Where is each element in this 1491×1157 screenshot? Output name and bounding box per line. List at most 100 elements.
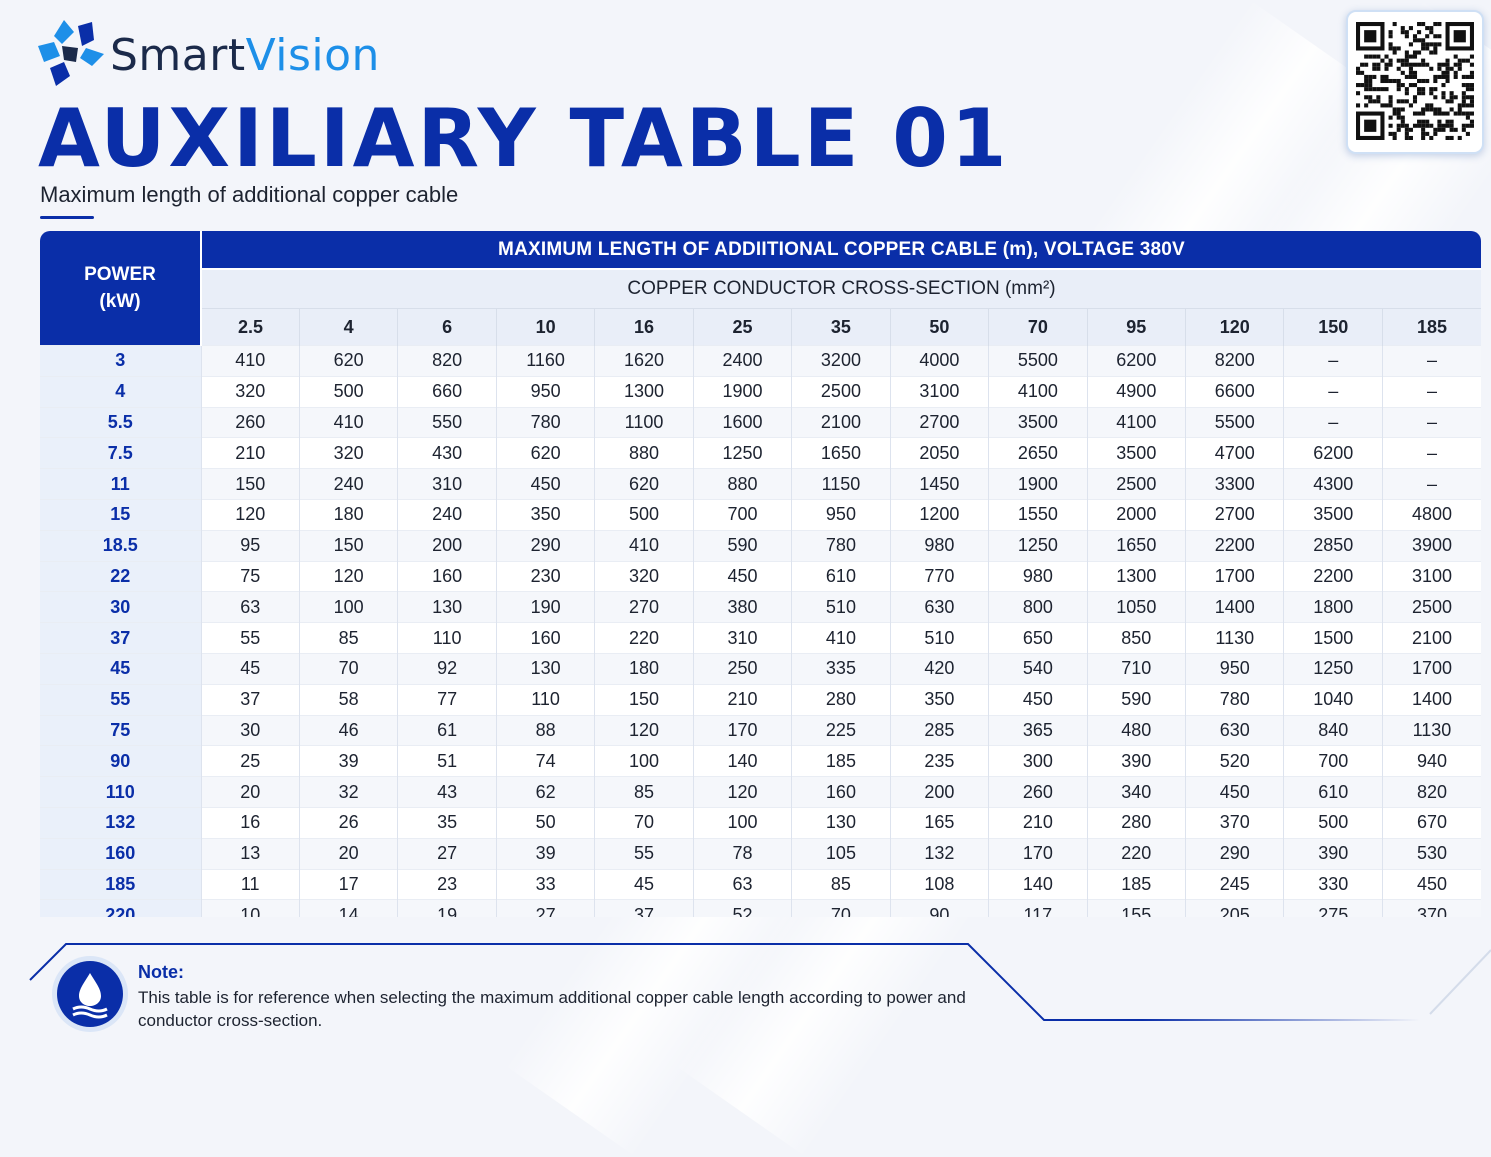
length-cell: 420 [889, 652, 989, 685]
cross-section-column-header: 70 [988, 308, 1088, 346]
table-row: 55 37 58 77 110 150 210 280 350 450 590 780 1040 1400 [40, 683, 1481, 716]
length-cell: 39 [298, 745, 398, 777]
length-cell: 350 [889, 683, 989, 716]
length-cell: 85 [791, 868, 891, 900]
length-cell: 170 [988, 837, 1088, 870]
length-cell: 160 [397, 560, 497, 592]
power-column-header: POWER (kW) [40, 231, 202, 346]
length-cell: 1040 [1283, 683, 1383, 716]
length-cell: 700 [692, 498, 792, 531]
length-cell: 380 [692, 591, 792, 623]
power-header-unit: (kW) [99, 291, 141, 312]
length-cell: 500 [298, 375, 398, 408]
power-cell: 3 [40, 345, 201, 377]
length-cell: 780 [791, 529, 891, 562]
length-cell: 450 [988, 683, 1088, 716]
power-cell: 7.5 [40, 437, 201, 469]
length-cell: 120 [200, 498, 300, 531]
length-cell: 100 [298, 591, 398, 623]
qr-code-card[interactable] [1346, 10, 1484, 154]
table-row: 90 25 39 51 74 100 140 185 235 300 390 520 700 940 [40, 745, 1481, 777]
table-row: 15 120 180 240 350 500 700 950 1200 1550 2000 2700 3… [40, 498, 1481, 531]
brand-name-vision: Vision [245, 29, 380, 81]
length-cell: 2100 [791, 406, 891, 438]
length-cell: 25 [200, 745, 300, 777]
length-cell: 275 [1283, 899, 1383, 917]
length-cell: 270 [594, 591, 694, 623]
length-cell: 620 [495, 437, 595, 469]
length-cell: 310 [692, 622, 792, 654]
length-cell: 63 [692, 868, 792, 900]
length-cell: 2050 [889, 437, 989, 469]
length-cell: 70 [594, 806, 694, 839]
length-cell: 550 [397, 406, 497, 438]
length-cell: 1200 [889, 498, 989, 531]
length-cell: 670 [1381, 806, 1481, 839]
cross-section-column-header: 10 [495, 308, 595, 346]
length-cell: 210 [988, 806, 1088, 839]
length-cell: – [1381, 375, 1481, 408]
table-body: 3 410 620 820 1160 1620 2400 3200 4000 5500 6200 82… [40, 345, 1481, 917]
power-cell: 220 [40, 899, 201, 917]
length-cell: 3200 [791, 345, 891, 377]
length-cell: 365 [988, 714, 1088, 746]
length-cell: 4300 [1283, 468, 1383, 500]
length-cell: 63 [200, 591, 300, 623]
cross-section-column-header: 25 [692, 308, 792, 346]
length-cell: 8200 [1185, 345, 1284, 377]
power-cell: 5.5 [40, 406, 201, 438]
length-cell: 23 [397, 868, 497, 900]
table-sub-header: COPPER CONDUCTOR CROSS-SECTION (mm²) [201, 268, 1481, 309]
power-cell: 45 [40, 652, 201, 685]
length-cell: 5500 [988, 345, 1088, 377]
length-cell: 410 [200, 345, 300, 377]
length-cell: 700 [1283, 745, 1383, 777]
power-cell: 30 [40, 591, 201, 623]
length-cell: 610 [1283, 776, 1383, 808]
cross-section-column-header: 150 [1283, 308, 1383, 346]
table-main-header: MAXIMUM LENGTH OF ADDIITIONAL COPPER CAB… [201, 231, 1481, 269]
length-cell: 27 [397, 837, 497, 870]
length-cell: 3500 [1283, 498, 1383, 531]
length-cell: 1400 [1185, 591, 1284, 623]
length-cell: 20 [298, 837, 398, 870]
length-cell: 1130 [1381, 714, 1481, 746]
length-cell: 130 [495, 652, 595, 685]
length-cell: 510 [889, 622, 989, 654]
length-cell: – [1381, 468, 1481, 500]
length-cell: 780 [1185, 683, 1284, 716]
length-cell: 370 [1381, 899, 1481, 917]
length-cell: 165 [889, 806, 989, 839]
length-cell: 3500 [988, 406, 1088, 438]
length-cell: 120 [594, 714, 694, 746]
power-cell: 160 [40, 837, 201, 870]
length-cell: 185 [791, 745, 891, 777]
cable-length-table-container: POWER (kW) MAXIMUM LENGTH OF ADDIITIONAL… [40, 231, 1481, 917]
cross-section-column-header: 185 [1381, 308, 1481, 346]
table-row: 22 75 120 160 230 320 450 610 770 980 1300 1700 2200… [40, 560, 1481, 592]
length-cell: 450 [1185, 776, 1284, 808]
length-cell: 245 [1185, 868, 1284, 900]
length-cell: 100 [692, 806, 792, 839]
length-cell: 1150 [791, 468, 891, 500]
length-cell: 88 [495, 714, 595, 746]
length-cell: 117 [988, 899, 1088, 917]
length-cell: 45 [200, 652, 300, 685]
length-cell: 39 [495, 837, 595, 870]
note-text: This table is for reference when selecti… [138, 988, 966, 1030]
length-cell: 30 [200, 714, 300, 746]
length-cell: 70 [298, 652, 398, 685]
length-cell: 132 [889, 837, 989, 870]
length-cell: 3100 [1381, 560, 1481, 592]
length-cell: 820 [397, 345, 497, 377]
length-cell: 46 [298, 714, 398, 746]
cross-section-header-row: 2.5 4 6 10 16 25 35 50 70 95 120 150 185 [40, 308, 1481, 346]
length-cell: 43 [397, 776, 497, 808]
length-cell: 95 [200, 529, 300, 562]
length-cell: 200 [397, 529, 497, 562]
length-cell: 58 [298, 683, 398, 716]
length-cell: 450 [495, 468, 595, 500]
length-cell: 150 [594, 683, 694, 716]
length-cell: 160 [791, 776, 891, 808]
